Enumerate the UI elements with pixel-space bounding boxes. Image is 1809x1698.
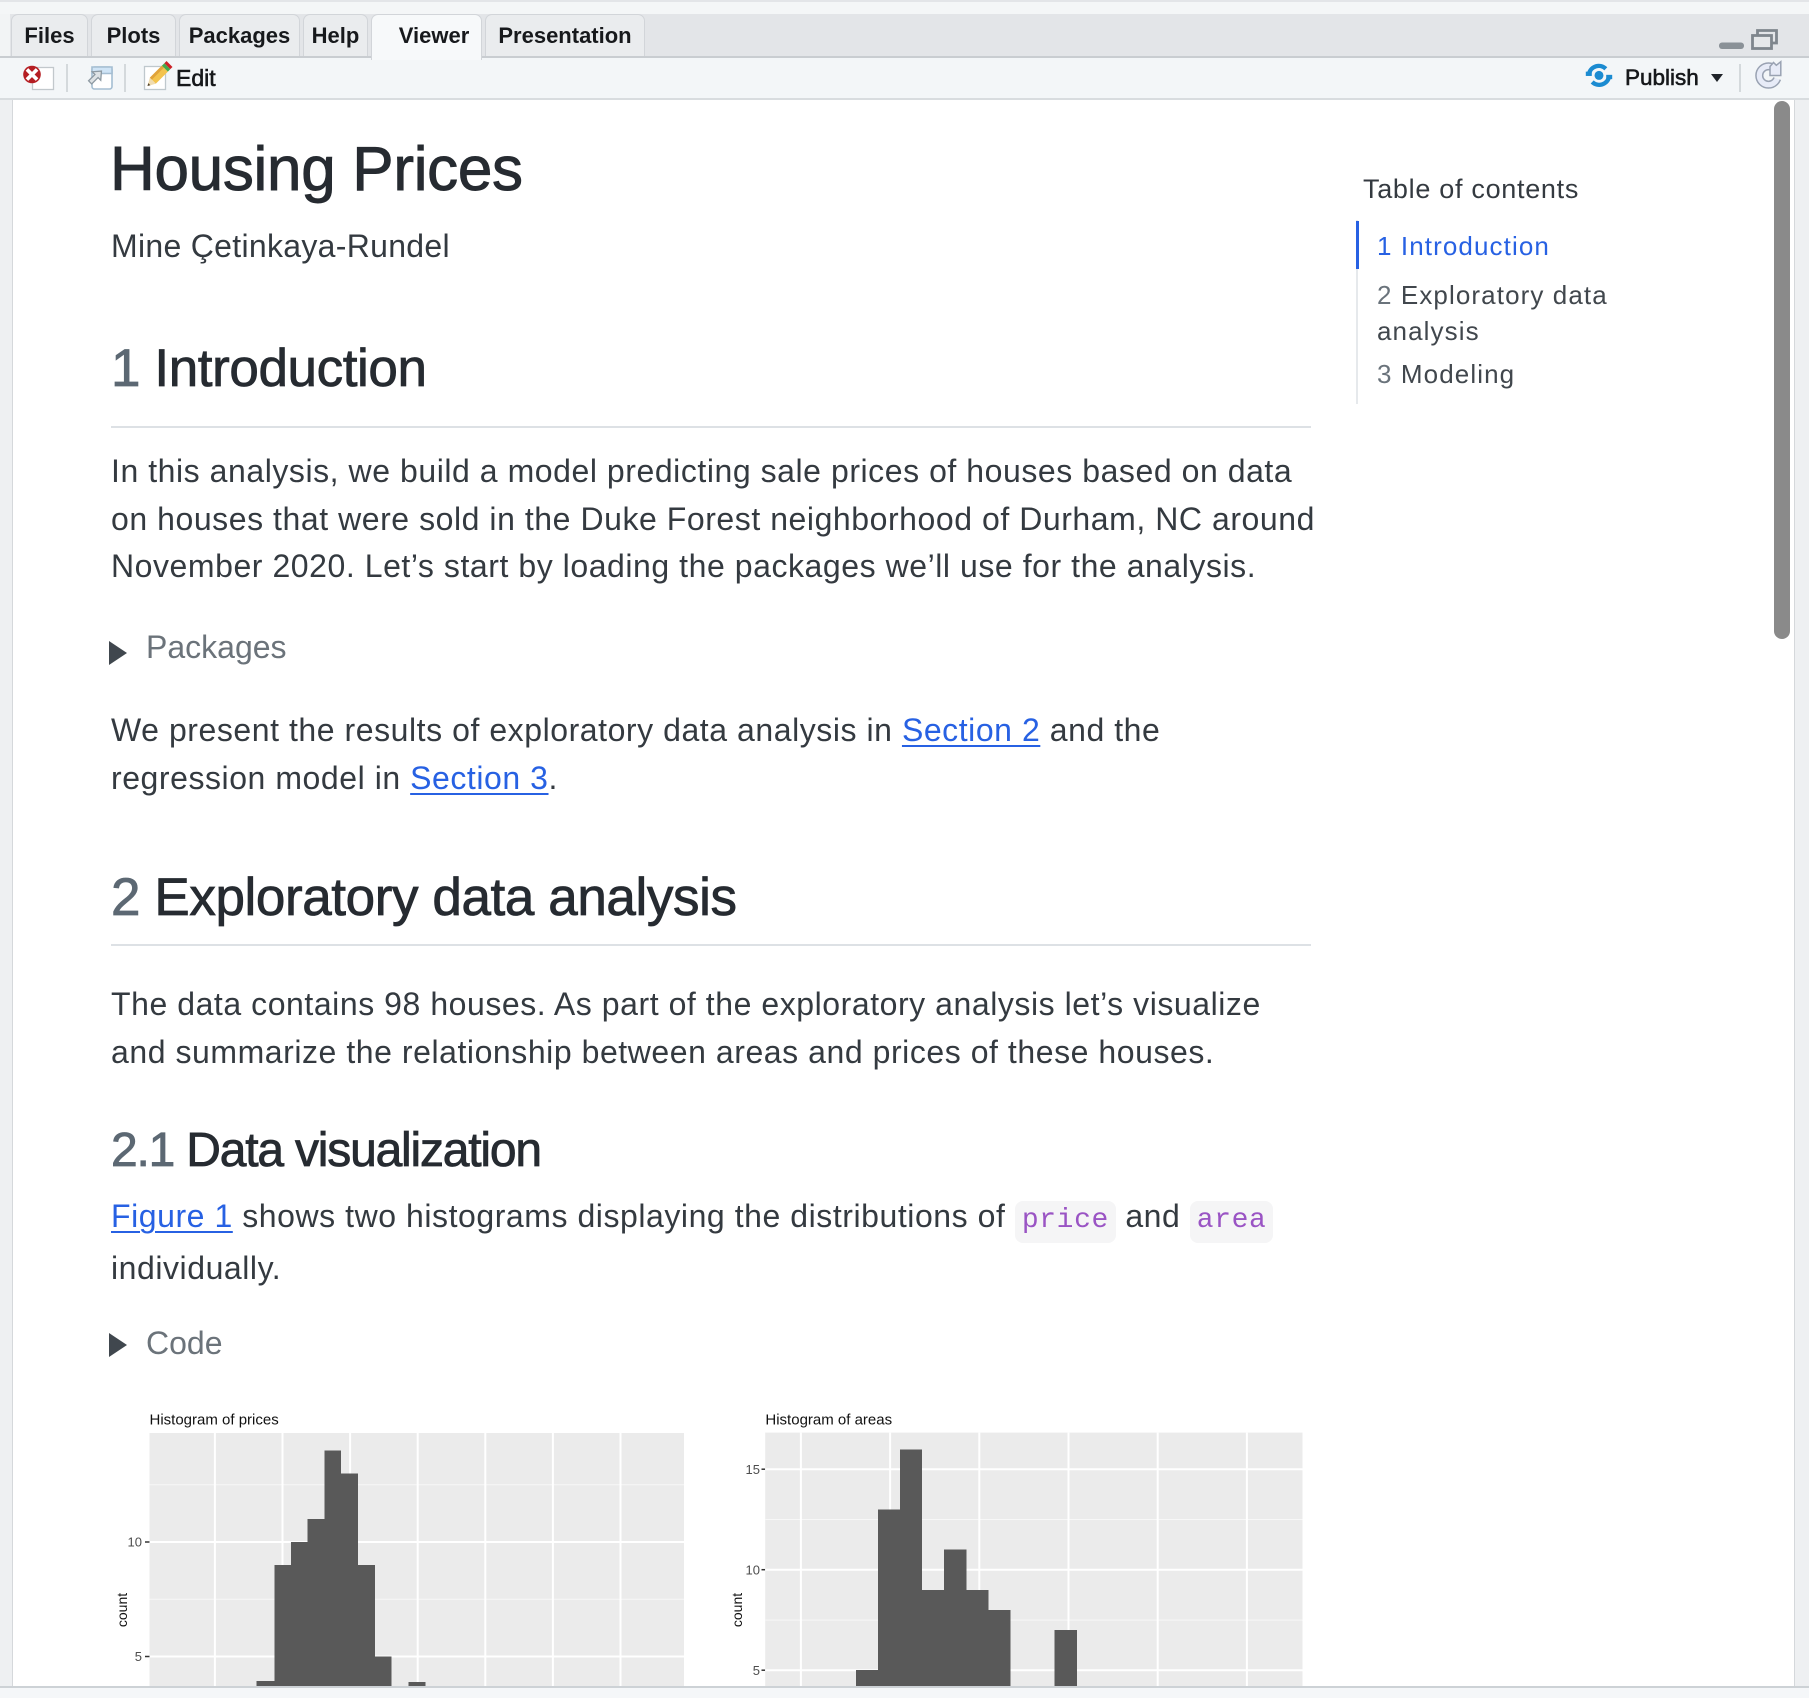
svg-text:10: 10 [746, 1562, 760, 1577]
svg-text:5: 5 [753, 1663, 760, 1678]
svg-text:count: count [114, 1593, 130, 1627]
svg-text:Histogram of areas: Histogram of areas [765, 1412, 892, 1429]
svg-text:5: 5 [135, 1649, 142, 1664]
svg-text:Histogram of prices: Histogram of prices [150, 1412, 279, 1429]
svg-text:10: 10 [128, 1535, 142, 1550]
svg-text:15: 15 [746, 1462, 760, 1477]
svg-text:count: count [729, 1593, 745, 1627]
